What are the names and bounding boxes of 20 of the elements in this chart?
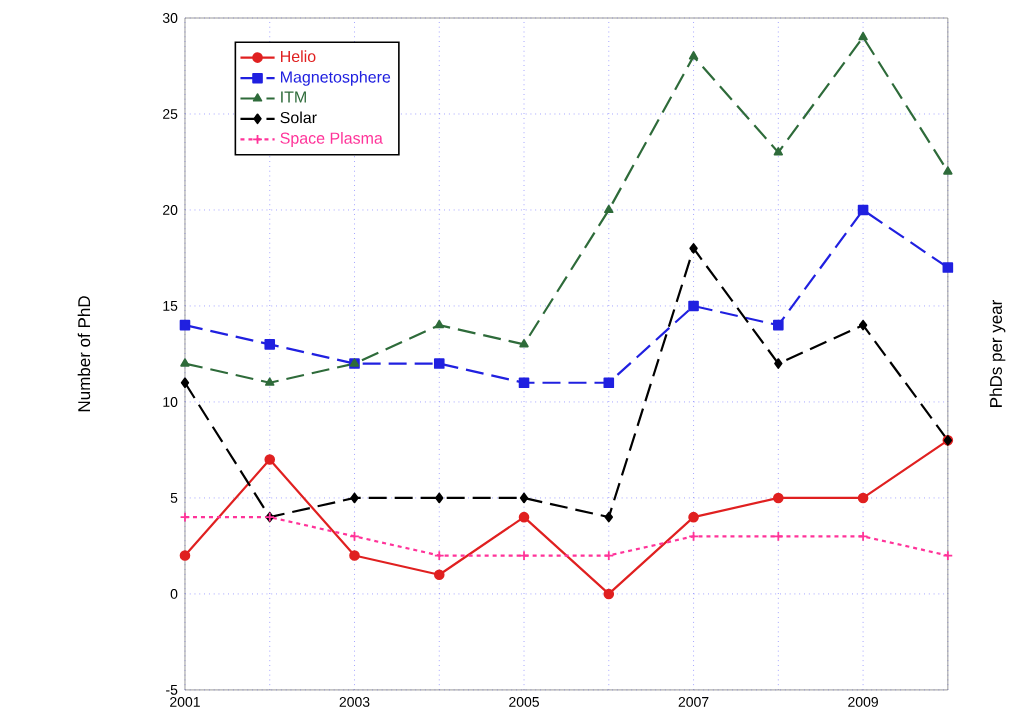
y-tick-label: 5	[170, 493, 178, 503]
y2-axis-title: PhDs per year	[989, 300, 1006, 407]
y-tick-label: -5	[166, 685, 178, 695]
x-tick-label: 2001	[170, 697, 200, 707]
x-tick-label: 2003	[339, 697, 370, 707]
y-tick-label: 20	[163, 205, 178, 215]
x-tick-label: 2009	[848, 697, 878, 707]
legend-label: ITM	[281, 91, 306, 103]
y-tick-label: 10	[163, 397, 178, 407]
y-tick-label: 30	[162, 13, 178, 23]
legend-label: Solar	[280, 111, 317, 124]
x-tick-label: 2007	[678, 697, 709, 707]
y-tick-label: 0	[170, 589, 178, 599]
y-tick-label: 15	[163, 301, 178, 311]
legend-label: Helio	[281, 50, 316, 63]
legend-label: Magnetosphere	[281, 70, 391, 86]
y-axis-title: Number of PhD	[77, 296, 91, 412]
legend-label: Space Plasma	[280, 132, 383, 148]
x-tick-label: 2005	[509, 697, 539, 707]
y-tick-label: 25	[163, 109, 178, 119]
